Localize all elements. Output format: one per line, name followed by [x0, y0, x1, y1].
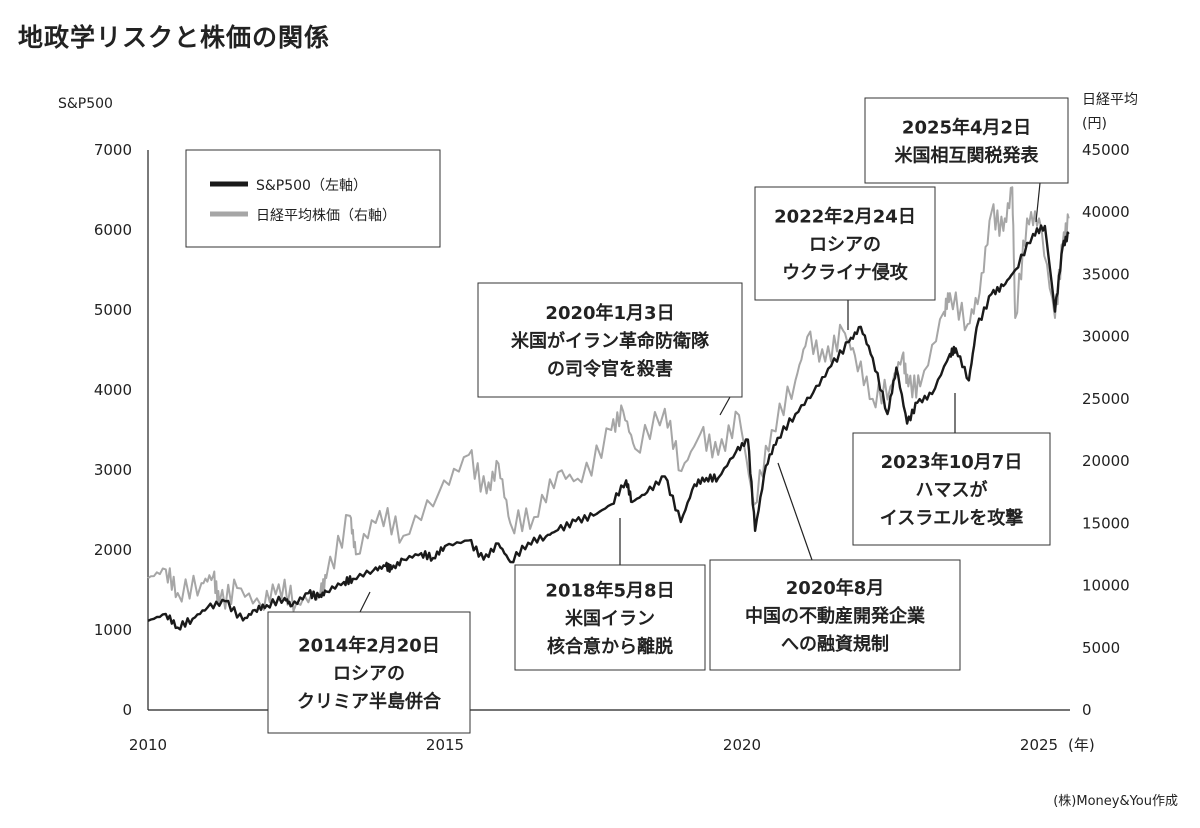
annotation-text: 2018年5月8日 — [545, 580, 674, 602]
annotation-box — [709, 559, 961, 671]
annotation-text: 2022年2月24日 — [774, 206, 916, 228]
left-tick-label: 7000 — [94, 141, 132, 159]
right-tick-label: 30000 — [1082, 328, 1130, 346]
right-tick-label: 40000 — [1082, 203, 1130, 221]
legend-label-nikkei: 日経平均株価（右軸） — [256, 208, 396, 224]
page-title: 地政学リスクと株価の関係 — [18, 23, 331, 52]
annotation-box — [477, 282, 743, 398]
legend-label-sp500: S&P500（左軸） — [256, 178, 367, 194]
annotation-text: ハマスが — [916, 479, 988, 501]
annotation-text: ウクライナ侵攻 — [782, 262, 909, 284]
annotation-text: クリミア半島併合 — [297, 691, 442, 713]
annotation-pointer — [359, 591, 371, 613]
annotation-text: イスラエルを攻撃 — [880, 507, 1023, 529]
left-tick-label: 5000 — [94, 301, 132, 319]
annotation-pointer — [719, 396, 731, 416]
annotation-pointer — [777, 462, 813, 561]
left-tick-label: 0 — [122, 701, 132, 719]
right-tick-label: 25000 — [1082, 390, 1130, 408]
right-tick-label: 35000 — [1082, 265, 1130, 283]
annotation-text: 2020年8月 — [786, 577, 885, 599]
x-tick-label: 2010 — [129, 736, 167, 754]
left-tick-label: 2000 — [94, 541, 132, 559]
annotation-text: 米国イラン — [565, 608, 655, 630]
right-tick-label: 20000 — [1082, 452, 1130, 470]
annotation-text: 米国がイラン革命防衛隊 — [511, 330, 710, 352]
left-tick-label: 3000 — [94, 461, 132, 479]
right-axis-label: 日経平均 — [1082, 92, 1138, 108]
annotation-text: 中国の不動産開発企業 — [745, 605, 926, 627]
annotation-pointer — [1035, 182, 1041, 223]
annotation-text: ロシアの — [809, 235, 881, 256]
annotation-box — [267, 611, 471, 734]
left-tick-label: 6000 — [94, 221, 132, 239]
right-tick-label: 5000 — [1082, 639, 1120, 657]
right-tick-label: 45000 — [1082, 141, 1130, 159]
annotation-text: 2020年1月3日 — [545, 302, 674, 324]
right-tick-label: 0 — [1082, 701, 1092, 719]
credit: (株)Money&You作成 — [1053, 794, 1178, 809]
left-tick-label: 1000 — [94, 621, 132, 639]
right-tick-label: 15000 — [1082, 514, 1130, 532]
annotation-box — [754, 186, 936, 301]
annotation-box — [864, 97, 1069, 184]
annotation-text: 核合意から離脱 — [547, 636, 673, 658]
legend-box — [185, 149, 441, 248]
left-axis-label: S&P500 — [58, 96, 113, 112]
annotation-text: 米国相互関税発表 — [895, 145, 1040, 167]
annotation-text: への融資規制 — [781, 634, 889, 655]
annotation-text: 2025年4月2日 — [902, 117, 1031, 139]
annotation-text: の司令官を殺害 — [547, 358, 673, 380]
left-tick-label: 4000 — [94, 381, 132, 399]
annotation-text: 2014年2月20日 — [298, 635, 440, 657]
x-tick-label: 2020 — [723, 736, 761, 754]
sp500-line — [147, 224, 1070, 631]
annotation-box — [852, 432, 1051, 546]
x-tick-label: 2015 — [426, 736, 464, 754]
annotation-box — [514, 564, 706, 671]
x-axis-unit: (年) — [1068, 736, 1095, 754]
annotation-text: ロシアの — [333, 664, 405, 685]
annotation-text: 2023年10月7日 — [881, 451, 1023, 473]
right-tick-label: 10000 — [1082, 577, 1130, 595]
right-axis-unit: (円) — [1082, 116, 1107, 132]
x-tick-label: 2025 — [1020, 736, 1058, 754]
